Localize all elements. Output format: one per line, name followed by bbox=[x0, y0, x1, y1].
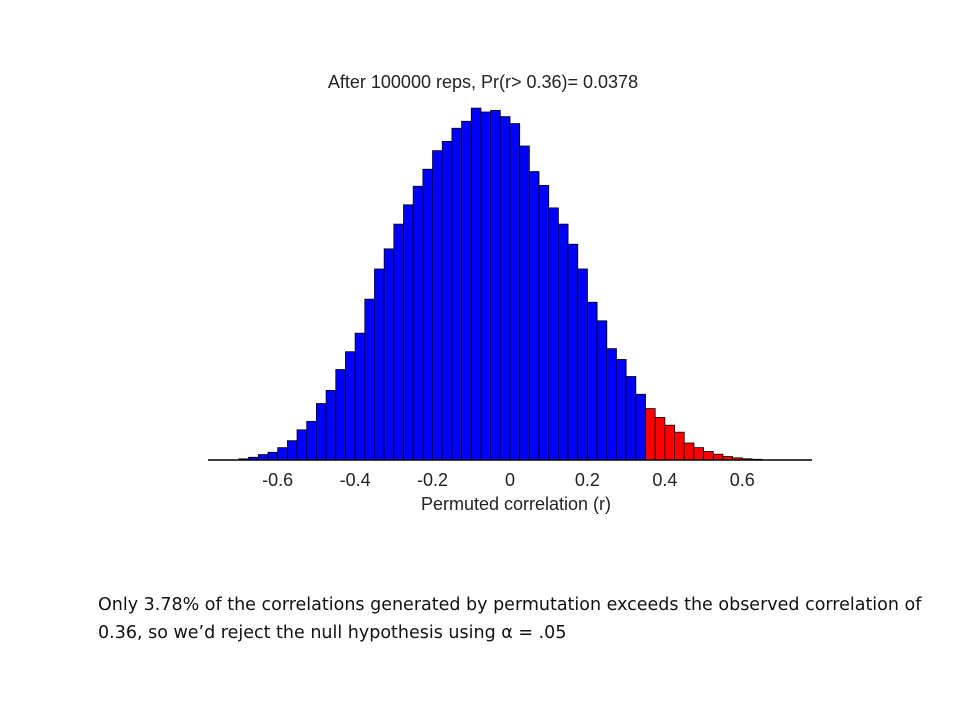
histogram-bar bbox=[654, 417, 666, 461]
histogram-bar bbox=[499, 116, 511, 461]
histogram-bar bbox=[412, 185, 424, 461]
histogram-bar bbox=[616, 359, 627, 461]
histogram-bar bbox=[693, 447, 704, 461]
histogram-bar bbox=[509, 123, 521, 461]
histogram-bar bbox=[470, 107, 482, 461]
histogram-bar bbox=[432, 150, 443, 461]
histogram-bar bbox=[490, 110, 501, 461]
histogram-chart: After 100000 reps, Pr(r> 0.36)= 0.0378 -… bbox=[208, 72, 812, 514]
histogram-bar bbox=[383, 248, 395, 461]
histogram-bars bbox=[238, 107, 763, 461]
histogram-bar bbox=[625, 376, 637, 461]
x-tick-label: 0.2 bbox=[575, 470, 600, 490]
histogram-bar bbox=[606, 348, 617, 461]
histogram-bar bbox=[364, 298, 375, 461]
histogram-bar bbox=[645, 408, 656, 461]
histogram-bar bbox=[296, 429, 308, 461]
histogram-bar bbox=[393, 223, 404, 461]
histogram-bar bbox=[306, 420, 317, 461]
histogram-bar bbox=[538, 185, 550, 461]
x-tick-label: -0.2 bbox=[417, 470, 448, 490]
histogram-bar bbox=[325, 389, 337, 461]
x-tick-label: -0.4 bbox=[340, 470, 371, 490]
caption-alpha-value: = .05 bbox=[512, 623, 567, 643]
x-axis-label: Permuted correlation (r) bbox=[421, 494, 611, 514]
x-tick-labels: -0.6 -0.4 -0.2 0 0.2 0.4 0.6 bbox=[262, 470, 755, 490]
histogram-bar bbox=[451, 127, 463, 461]
x-tick-label: 0.4 bbox=[652, 470, 677, 490]
histogram-bar bbox=[528, 171, 540, 461]
histogram-bar bbox=[257, 454, 269, 461]
histogram-bar bbox=[712, 453, 724, 461]
histogram-bar bbox=[683, 442, 695, 461]
histogram-bar bbox=[567, 243, 579, 461]
chart-title: After 100000 reps, Pr(r> 0.36)= 0.0378 bbox=[328, 72, 638, 92]
alpha-symbol: α bbox=[501, 623, 513, 643]
histogram-bar bbox=[335, 369, 346, 461]
histogram-bar bbox=[635, 393, 646, 461]
histogram-bar bbox=[587, 301, 598, 461]
histogram-bar bbox=[664, 424, 675, 461]
histogram-bar bbox=[577, 268, 588, 461]
histogram-bar bbox=[316, 403, 327, 461]
histogram-bar bbox=[596, 320, 608, 461]
caption-main-text: Only 3.78% of the correlations generated… bbox=[98, 595, 922, 643]
x-tick-label: 0.6 bbox=[730, 470, 755, 490]
histogram-bar bbox=[548, 207, 559, 461]
histogram-bar bbox=[461, 120, 472, 461]
histogram-bar bbox=[480, 111, 492, 461]
x-tick-label: 0 bbox=[505, 470, 515, 490]
histogram-bar bbox=[703, 451, 714, 461]
histogram-bar bbox=[403, 204, 414, 461]
histogram-bar bbox=[267, 451, 279, 461]
histogram-bar bbox=[558, 223, 569, 461]
histogram-bar bbox=[441, 140, 453, 461]
histogram-bar bbox=[277, 447, 288, 461]
caption-text: Only 3.78% of the correlations generated… bbox=[98, 591, 928, 647]
histogram-bar bbox=[422, 168, 433, 461]
histogram-bar bbox=[354, 332, 366, 461]
x-tick-label: -0.6 bbox=[262, 470, 293, 490]
histogram-bar bbox=[345, 351, 356, 461]
histogram-bar bbox=[286, 440, 298, 461]
histogram-bar bbox=[519, 145, 530, 461]
histogram-bar bbox=[374, 268, 385, 461]
histogram-bar bbox=[674, 431, 685, 461]
